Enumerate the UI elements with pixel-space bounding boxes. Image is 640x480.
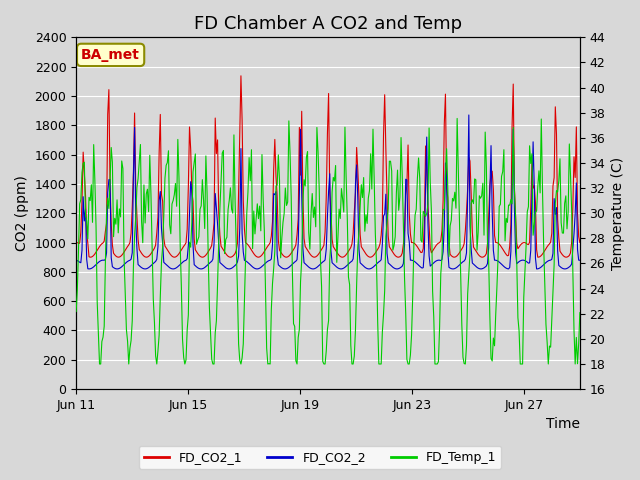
Text: BA_met: BA_met xyxy=(81,48,140,62)
Y-axis label: CO2 (ppm): CO2 (ppm) xyxy=(15,175,29,251)
X-axis label: Time: Time xyxy=(546,418,580,432)
Title: FD Chamber A CO2 and Temp: FD Chamber A CO2 and Temp xyxy=(194,15,462,33)
Y-axis label: Temperature (C): Temperature (C) xyxy=(611,156,625,270)
Legend: FD_CO2_1, FD_CO2_2, FD_Temp_1: FD_CO2_1, FD_CO2_2, FD_Temp_1 xyxy=(139,446,501,469)
